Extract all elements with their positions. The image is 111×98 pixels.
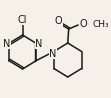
Text: O: O — [55, 16, 62, 26]
Text: O: O — [80, 19, 88, 29]
Text: Cl: Cl — [18, 15, 27, 24]
Text: N: N — [49, 49, 57, 59]
Text: N: N — [3, 39, 10, 49]
Text: CH₃: CH₃ — [92, 20, 109, 29]
Text: N: N — [35, 39, 43, 49]
